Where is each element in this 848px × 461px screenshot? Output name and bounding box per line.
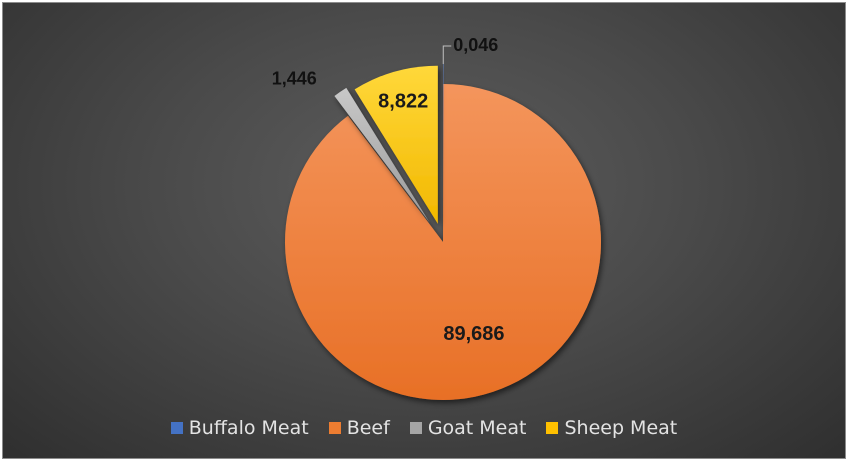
pie-slice-beef <box>285 84 601 400</box>
legend-label-sheep-meat: Sheep Meat <box>564 417 678 439</box>
legend-item-sheep-meat: Sheep Meat <box>546 417 677 439</box>
legend-swatch-sheep-meat <box>546 422 559 434</box>
legend-item-goat-meat: Goat Meat <box>409 417 527 439</box>
legend-swatch-beef <box>328 422 341 434</box>
legend-item-beef: Beef <box>328 417 390 439</box>
legend-swatch-buffalo-meat <box>170 422 183 434</box>
legend-label-beef: Beef <box>346 417 390 439</box>
legend-label-buffalo-meat: Buffalo Meat <box>188 417 309 439</box>
legend-label-goat-meat: Goat Meat <box>427 417 527 439</box>
data-label-goat-meat: 1,446 <box>272 69 317 89</box>
legend-item-buffalo-meat: Buffalo Meat <box>170 417 309 439</box>
legend-swatch-goat-meat <box>409 422 422 434</box>
data-label-sheep-meat: 8,822 <box>378 90 428 112</box>
leader-line-buffalo-meat <box>442 45 452 65</box>
legend: Buffalo Meat Beef Goat Meat Sheep Meat <box>3 417 845 439</box>
data-label-beef: 89,686 <box>443 323 504 345</box>
pie-slice-sheep-meat <box>354 65 438 224</box>
data-label-buffalo-meat: 0,046 <box>453 35 498 55</box>
pie-slice-goat-meat <box>334 87 430 223</box>
pie-chart: 0,046 89,686 1,446 8,822 <box>272 35 601 400</box>
